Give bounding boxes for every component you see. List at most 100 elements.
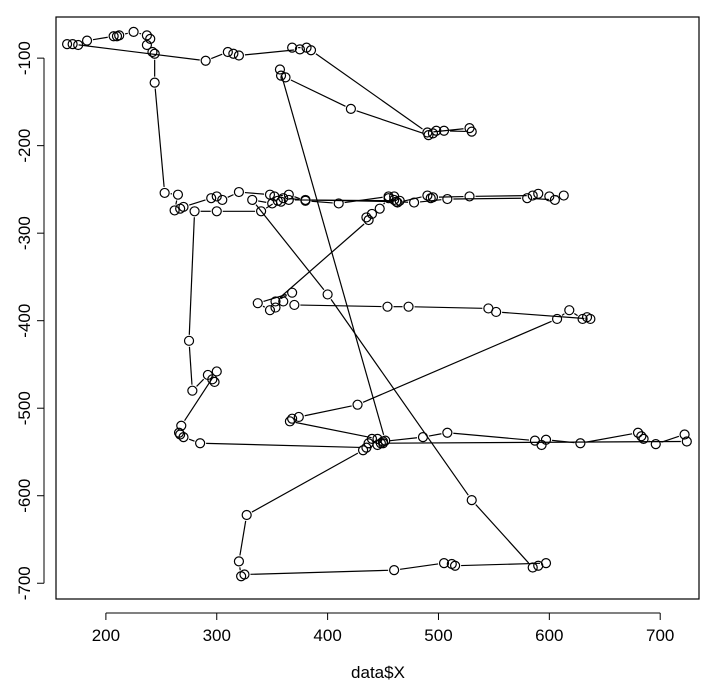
data-point xyxy=(147,46,158,58)
data-point xyxy=(283,194,294,206)
x-axis: 200 300 400 500 600 700 xyxy=(92,612,674,645)
data-point xyxy=(241,509,252,521)
data-point xyxy=(233,186,245,198)
x-tick-label: 700 xyxy=(646,626,674,645)
data-point xyxy=(522,193,533,204)
y-tick-label: -500 xyxy=(15,391,34,425)
data-point xyxy=(141,39,153,51)
data-point xyxy=(679,429,690,440)
series-segment xyxy=(184,376,214,422)
data-point xyxy=(211,366,222,377)
data-point xyxy=(73,39,84,51)
y-tick-label: -400 xyxy=(15,304,34,338)
data-point xyxy=(280,72,291,83)
data-point xyxy=(270,302,281,313)
series-segment xyxy=(573,312,578,317)
series-segment xyxy=(196,378,205,387)
data-point xyxy=(287,287,298,298)
data-point xyxy=(333,198,344,209)
series-segment xyxy=(239,520,247,556)
series-segment xyxy=(453,432,530,441)
data-point xyxy=(301,42,312,53)
series-segment xyxy=(255,204,325,291)
data-point xyxy=(206,193,217,204)
y-tick-label: -200 xyxy=(15,129,34,163)
data-point xyxy=(247,194,258,206)
data-point xyxy=(466,495,477,506)
x-axis-title: data$X xyxy=(351,663,405,680)
data-point xyxy=(322,289,333,300)
series-segment xyxy=(295,421,372,439)
data-point xyxy=(255,206,267,217)
series-segment xyxy=(586,433,633,443)
data-point xyxy=(389,565,400,576)
series-segment xyxy=(561,313,565,316)
series-segment xyxy=(188,438,195,442)
series-segment xyxy=(175,200,178,205)
series-segment xyxy=(154,88,165,187)
series-segment xyxy=(399,563,439,570)
data-point xyxy=(287,413,298,424)
data-point xyxy=(278,296,289,307)
data-point xyxy=(422,190,433,201)
series-segment xyxy=(502,311,585,320)
series-segment xyxy=(383,202,386,205)
series-segment xyxy=(453,197,522,200)
data-point xyxy=(558,190,569,201)
series-segment xyxy=(386,440,681,444)
data-point xyxy=(585,313,596,325)
data-point xyxy=(187,385,198,396)
data-point xyxy=(540,434,552,445)
series-segment xyxy=(227,194,234,198)
data-point xyxy=(294,44,305,55)
data-point xyxy=(442,427,453,438)
data-point xyxy=(217,194,228,206)
data-point xyxy=(366,208,378,220)
data-point xyxy=(392,197,403,208)
series-segment xyxy=(414,306,483,309)
data-point xyxy=(159,187,170,199)
data-point xyxy=(300,194,311,206)
data-point xyxy=(233,556,245,567)
data-point xyxy=(442,193,453,205)
series-segment xyxy=(294,196,301,200)
data-point xyxy=(283,189,294,200)
data-point xyxy=(377,438,389,449)
data-point xyxy=(195,438,206,449)
data-point xyxy=(638,433,649,444)
series-segment xyxy=(304,405,352,417)
data-point xyxy=(632,427,644,438)
series-segment xyxy=(281,75,385,435)
series-segment xyxy=(189,199,206,206)
y-tick-label: -300 xyxy=(15,216,34,250)
data-point xyxy=(394,195,405,206)
data-point xyxy=(527,190,538,201)
data-point xyxy=(169,205,180,216)
series-segment xyxy=(362,320,552,403)
data-point xyxy=(380,435,391,446)
series-segment xyxy=(244,191,265,195)
data-point xyxy=(252,298,263,309)
data-point xyxy=(145,33,156,44)
data-point xyxy=(389,194,400,206)
x-tick-label: 400 xyxy=(313,626,341,645)
data-point xyxy=(141,30,153,41)
series-segment xyxy=(330,299,469,496)
data-point xyxy=(540,558,552,569)
data-point xyxy=(427,128,439,139)
data-point xyxy=(427,192,439,203)
data-point xyxy=(357,445,369,456)
data-point xyxy=(361,212,372,223)
x-tick-label: 300 xyxy=(203,626,231,645)
series-segment xyxy=(300,304,382,308)
data-point xyxy=(114,30,125,41)
series-layer xyxy=(61,26,692,582)
data-point xyxy=(446,558,457,570)
data-point xyxy=(67,39,78,50)
x-tick-label: 500 xyxy=(424,626,452,645)
data-point xyxy=(270,296,281,307)
data-point xyxy=(527,562,538,573)
data-point xyxy=(564,305,575,316)
series-segment xyxy=(403,196,422,202)
series-segment xyxy=(356,110,424,134)
